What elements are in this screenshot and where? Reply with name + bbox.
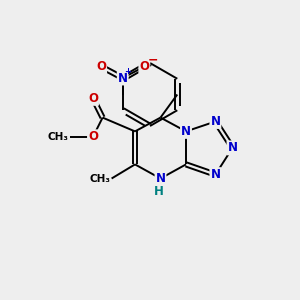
Text: +: + bbox=[124, 67, 132, 76]
Text: O: O bbox=[88, 92, 98, 105]
Text: O: O bbox=[96, 60, 106, 73]
Text: −: − bbox=[148, 53, 158, 67]
Text: CH₃: CH₃ bbox=[47, 132, 68, 142]
Text: N: N bbox=[155, 172, 166, 185]
Text: CH₃: CH₃ bbox=[89, 173, 110, 184]
Text: N: N bbox=[210, 115, 220, 128]
Text: N: N bbox=[118, 71, 128, 85]
Text: N: N bbox=[227, 141, 238, 154]
Text: O: O bbox=[139, 60, 149, 73]
Text: O: O bbox=[88, 130, 98, 143]
Text: N: N bbox=[181, 125, 191, 138]
Text: H: H bbox=[154, 184, 164, 198]
Text: N: N bbox=[210, 168, 220, 181]
